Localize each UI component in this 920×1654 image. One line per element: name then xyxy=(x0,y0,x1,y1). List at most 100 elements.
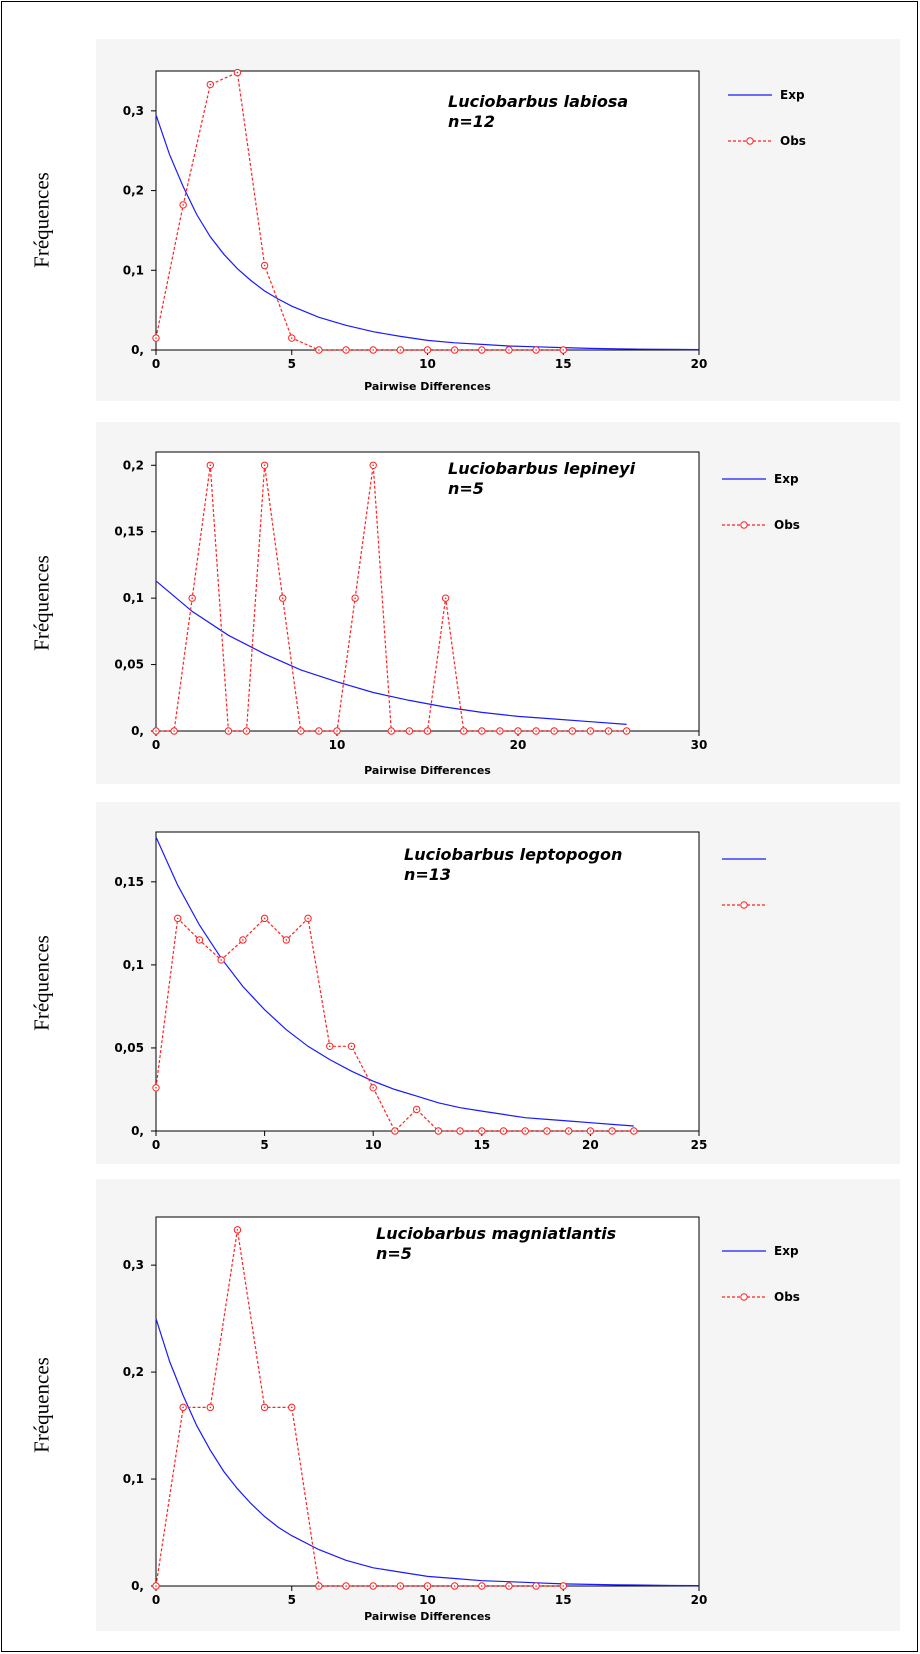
obs-point-dot xyxy=(307,917,309,920)
obs-point-dot xyxy=(444,597,447,599)
y-tick-label: 0,3 xyxy=(123,104,144,118)
x-tick-label: 5 xyxy=(288,1593,296,1607)
legend-label: Obs xyxy=(780,134,806,148)
chart-panel-1: 0, 0,1 0,2 0,3 0 5 10 15 20 Pairwise Differences L… xyxy=(96,39,900,401)
obs-point-dot xyxy=(372,464,375,467)
obs-point-dot xyxy=(426,730,429,732)
chart-title: Luciobarbus magniatlantis xyxy=(376,1224,616,1243)
obs-point-dot xyxy=(426,349,429,351)
y-tick-label: 0, xyxy=(131,1124,144,1138)
obs-point-dot xyxy=(562,349,565,351)
obs-point-dot xyxy=(290,337,293,339)
obs-point-dot xyxy=(535,349,537,351)
obs-point-dot xyxy=(589,1130,592,1132)
obs-point-dot xyxy=(263,264,266,267)
obs-point-dot xyxy=(481,1130,483,1132)
obs-point-dot xyxy=(345,1585,347,1587)
chart-subtitle: n=5 xyxy=(376,1244,412,1263)
obs-point-dot xyxy=(502,1130,505,1132)
obs-point-dot xyxy=(220,959,222,961)
obs-point-dot xyxy=(281,597,284,599)
x-tick-label: 10 xyxy=(419,357,436,371)
x-axis-label: Pairwise Differences xyxy=(364,764,491,777)
obs-point-dot xyxy=(176,917,179,920)
obs-point-dot xyxy=(625,730,628,732)
legend-marker xyxy=(746,137,754,145)
obs-point-dot xyxy=(426,1585,429,1587)
chart-magniatlantis: 0, 0,1 0,2 0,3 0 5 10 15 20 Pairwise Differences L… xyxy=(123,1216,800,1623)
legend-marker xyxy=(740,521,748,529)
plot-area xyxy=(155,1216,700,1587)
x-tick-label: 0 xyxy=(152,1593,160,1607)
y-tick-label: 0,15 xyxy=(114,875,144,889)
obs-point-dot xyxy=(399,349,402,351)
obs-point-dot xyxy=(245,730,248,732)
obs-point-dot xyxy=(173,730,175,732)
y-tick-label: 0,3 xyxy=(123,1258,144,1272)
x-tick-label: 0 xyxy=(152,738,160,752)
y-axis-label-4: Fréquences xyxy=(29,1357,54,1453)
chart-panel-4: 0, 0,1 0,2 0,3 0 5 10 15 20 Pairwise Differences L… xyxy=(96,1179,900,1631)
x-tick-label: 20 xyxy=(691,357,708,371)
x-tick-label: 20 xyxy=(691,1593,708,1607)
obs-point-dot xyxy=(481,349,483,351)
legend-label: Exp xyxy=(774,1244,799,1258)
x-tick-label: 30 xyxy=(691,738,708,752)
obs-point-dot xyxy=(336,730,338,732)
y-tick-label: 0,2 xyxy=(123,1365,144,1379)
chart-panel-3: 0, 0,05 0,1 0,15 0 5 10 15 20 25 Luciobarbus lepto… xyxy=(96,802,900,1164)
x-axis-label: Pairwise Differences xyxy=(364,380,491,393)
x-tick-label: 25 xyxy=(691,1138,708,1152)
obs-point-dot xyxy=(437,1130,440,1132)
obs-point-dot xyxy=(571,730,574,732)
obs-point-dot xyxy=(553,730,555,732)
series-line-exp xyxy=(155,1318,700,1587)
obs-point-dot xyxy=(285,939,288,941)
obs-point-dot xyxy=(633,1130,635,1132)
y-tick-label: 0,1 xyxy=(123,958,144,972)
obs-point-dot xyxy=(508,349,510,351)
obs-point-dot xyxy=(182,1406,184,1409)
legend-label: Obs xyxy=(774,518,800,532)
obs-point-dot xyxy=(517,730,519,732)
obs-point-dot xyxy=(546,1130,548,1132)
y-tick-label: 0,15 xyxy=(114,525,144,539)
y-tick-label: 0, xyxy=(131,343,144,357)
chart-subtitle: n=5 xyxy=(448,479,484,498)
obs-point-dot xyxy=(191,597,193,599)
x-tick-label: 10 xyxy=(329,738,346,752)
obs-point-dot xyxy=(589,730,592,732)
y-tick-label: 0,1 xyxy=(123,263,144,277)
obs-point-dot xyxy=(499,730,501,732)
obs-point-dot xyxy=(300,730,302,732)
x-tick-label: 20 xyxy=(510,738,527,752)
y-tick-label: 0,05 xyxy=(114,658,144,672)
obs-point-dot xyxy=(155,730,157,732)
series-line-exp xyxy=(155,836,634,1127)
obs-point-dot xyxy=(459,1130,461,1132)
obs-point-dot xyxy=(242,939,244,941)
series-line-exp xyxy=(155,580,627,725)
obs-point-dot xyxy=(155,337,157,339)
chart-title: Luciobarbus leptopogon xyxy=(404,845,622,864)
obs-point-dot xyxy=(318,349,320,351)
x-tick-label: 20 xyxy=(582,1138,599,1152)
y-tick-label: 0, xyxy=(131,1579,144,1593)
obs-point-dot xyxy=(524,1130,527,1132)
legend-marker xyxy=(740,901,748,909)
x-tick-label: 10 xyxy=(419,1593,436,1607)
obs-point-dot xyxy=(350,1045,353,1048)
x-tick-label: 15 xyxy=(473,1138,490,1152)
obs-point-dot xyxy=(354,597,356,599)
obs-point-dot xyxy=(399,1585,402,1587)
series-line-obs xyxy=(155,71,564,351)
obs-point-dot xyxy=(209,83,212,86)
obs-point-dot xyxy=(209,1406,212,1409)
y-axis-label-1: Fréquences xyxy=(29,172,54,268)
y-tick-label: 0,1 xyxy=(123,1472,144,1486)
legend-marker xyxy=(740,1293,748,1301)
obs-point-dot xyxy=(236,1229,239,1231)
chart-labiosa: 0, 0,1 0,2 0,3 0 5 10 15 20 Pairwise Differences L… xyxy=(123,68,806,393)
obs-point-dot xyxy=(567,1130,570,1132)
